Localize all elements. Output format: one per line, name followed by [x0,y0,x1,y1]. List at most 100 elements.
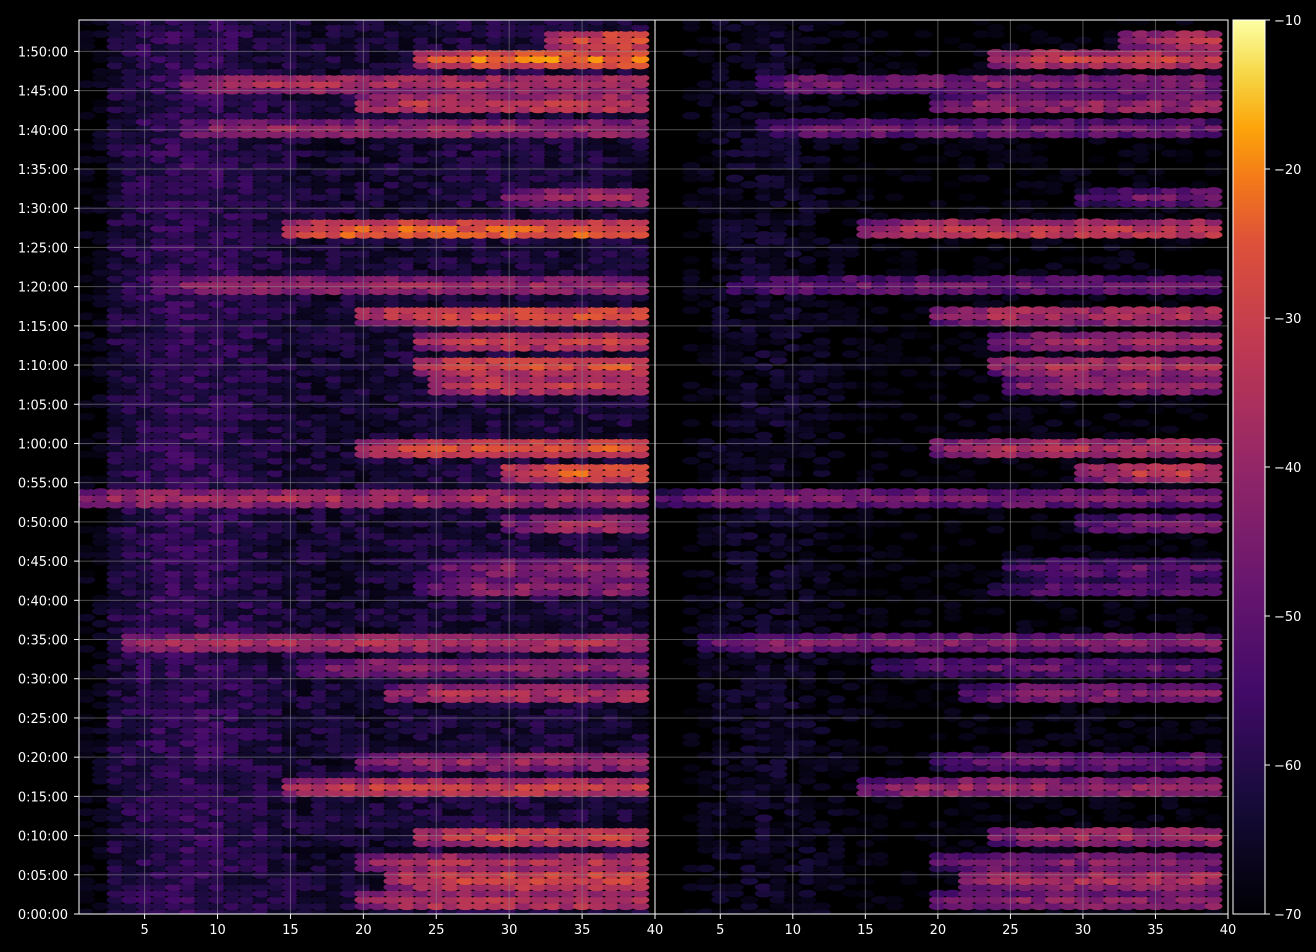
heatmap-cell [325,739,344,747]
heatmap-cell [514,670,533,678]
heatmap-cell [398,645,417,653]
heatmap-cell [412,695,431,703]
heatmap-cell [631,801,650,810]
heatmap-cell [587,701,606,710]
heatmap-cell [193,638,212,647]
heatmap-cell [631,638,650,647]
heatmap-cell [456,776,475,785]
heatmap-cell [310,883,329,892]
heatmap-cell [558,795,577,804]
heatmap-cell [441,896,460,904]
heatmap-cell [456,814,475,823]
heatmap-cell [252,820,271,829]
heatmap-cell [412,682,431,691]
heatmap-cell [193,739,212,747]
heatmap-cell [237,670,256,678]
heatmap-cell [237,864,256,873]
heatmap-cell [587,839,606,848]
heatmap-cell [179,638,198,647]
heatmap-cell [252,632,271,641]
heatmap-cell [587,889,606,898]
heatmap-cell [79,864,96,873]
heatmap-cell [237,808,256,816]
heatmap-cell [558,889,577,898]
heatmap-cell [252,845,271,854]
heatmap-cell [325,845,344,854]
heatmap-cell [602,801,621,810]
heatmap-cell [368,902,387,911]
heatmap-cell [514,864,533,873]
heatmap-cell [237,726,256,735]
heatmap-cell [471,883,489,892]
heatmap-cell [543,902,562,911]
heatmap-cell [252,739,271,747]
heatmap-cell [485,896,504,904]
heatmap-cell [631,732,650,741]
heatmap-cell [150,801,169,810]
heatmap-cell [310,839,329,848]
heatmap-cell [529,801,548,810]
heatmap-cell [266,908,285,914]
heatmap-cell [179,657,198,666]
heatmap-cell [412,645,431,653]
heatmap-cell [631,682,650,691]
heatmap-cell [529,682,548,691]
heatmap-cell [383,732,402,741]
heatmap-cell [266,758,285,766]
heatmap-cell [456,720,475,729]
heatmap-cell [412,801,431,810]
heatmap-cell [252,896,271,904]
heatmap-cell [121,864,139,873]
heatmap-cell [587,732,606,741]
heatmap-cell [471,682,489,691]
heatmap-cell [456,695,475,703]
heatmap-cell [616,845,635,854]
heatmap-cell [193,883,212,892]
heatmap-cell [266,896,285,904]
heatmap-cell [616,645,635,653]
heatmap-cell [529,889,548,898]
heatmap-cell [179,820,198,829]
heatmap-cell [543,758,562,766]
heatmap-cell [150,827,169,835]
heatmap-cell [339,632,358,641]
heatmap-cell [106,864,125,873]
heatmap-cell [91,770,110,779]
heatmap-cell [223,845,242,854]
heatmap-cell [310,896,329,904]
heatmap-cell [368,845,387,854]
heatmap-cell [310,657,329,666]
heatmap-cell [121,902,139,911]
heatmap-cell [252,852,271,860]
heatmap-cell [121,801,139,810]
heatmap-cell [223,883,242,892]
heatmap-cell [368,889,387,898]
heatmap-cell [631,695,650,703]
heatmap-cell [558,663,577,672]
heatmap-cell [121,632,139,641]
heatmap-cell [193,795,212,804]
heatmap-cell [558,739,577,747]
heatmap-cell [106,682,125,691]
heatmap-cell [296,858,314,867]
heatmap-cell [252,902,271,911]
heatmap-cell [558,776,577,785]
heatmap-cell [456,783,475,791]
heatmap-cell [558,701,577,710]
heatmap-cell [587,845,606,854]
heatmap-cell [587,883,606,892]
heatmap-cell [325,827,344,835]
heatmap-cell [485,770,504,779]
heatmap-cell [193,670,212,678]
heatmap-cell [456,745,475,754]
heatmap-cell [558,839,577,848]
heatmap-cell [252,789,271,798]
heatmap-cell [412,638,431,647]
heatmap-cell [179,682,198,691]
heatmap-cell [193,820,212,829]
heatmap-cell [164,776,183,785]
heatmap-cell [631,808,650,816]
heatmap-cell [398,701,417,710]
heatmap-cell [164,889,183,898]
heatmap-cell [543,801,562,810]
